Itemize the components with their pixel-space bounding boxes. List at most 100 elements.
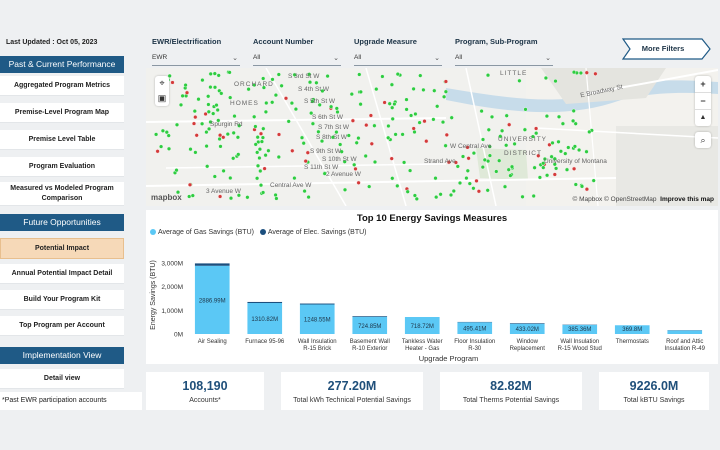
- legend-item-elec[interactable]: Average of Elec. Savings (BTU): [259, 229, 367, 236]
- premise-marker-green[interactable]: [292, 72, 297, 77]
- premise-marker-green[interactable]: [346, 133, 351, 138]
- premise-marker-green[interactable]: [253, 124, 258, 129]
- premise-marker-red[interactable]: [411, 126, 416, 131]
- premise-marker-green[interactable]: [260, 190, 266, 195]
- premise-marker-red[interactable]: [369, 141, 374, 146]
- nav-measured-vs-modeled[interactable]: Measured vs Modeled Program Comparison: [0, 182, 124, 206]
- premise-marker-green[interactable]: [266, 148, 271, 153]
- premise-marker-green[interactable]: [451, 188, 456, 194]
- premise-marker-green[interactable]: [211, 111, 216, 116]
- filter-select[interactable]: All ⌄: [455, 54, 553, 66]
- premise-marker-green[interactable]: [216, 118, 221, 123]
- premise-marker-green[interactable]: [273, 192, 278, 198]
- premise-marker-green[interactable]: [302, 188, 307, 194]
- premise-marker-green[interactable]: [573, 121, 578, 126]
- premise-marker-red[interactable]: [476, 189, 481, 194]
- premise-marker-green[interactable]: [541, 165, 546, 170]
- premise-marker-red[interactable]: [552, 172, 557, 177]
- premise-marker-green[interactable]: [411, 86, 416, 91]
- premise-marker-red[interactable]: [184, 90, 190, 95]
- premise-marker-green[interactable]: [552, 162, 557, 167]
- premise-marker-red[interactable]: [155, 149, 160, 154]
- premise-marker-green[interactable]: [566, 145, 571, 150]
- premise-marker-green[interactable]: [479, 108, 484, 114]
- premise-marker-green[interactable]: [541, 161, 546, 166]
- premise-marker-red[interactable]: [191, 121, 197, 126]
- premise-marker-green[interactable]: [591, 178, 596, 183]
- premise-marker-green[interactable]: [257, 147, 262, 152]
- filter-ewr-electrification[interactable]: EWR/Electrification EWR ⌄: [152, 37, 240, 66]
- premise-marker-green[interactable]: [231, 156, 236, 161]
- filter-account-number[interactable]: Account Number All ⌄: [253, 37, 341, 66]
- premise-marker-green[interactable]: [252, 114, 257, 119]
- premise-marker-green[interactable]: [183, 83, 188, 88]
- premise-marker-green[interactable]: [231, 130, 236, 135]
- nav-premise-level-table[interactable]: Premise Level Table: [0, 130, 124, 150]
- premise-marker-green[interactable]: [228, 196, 234, 201]
- premise-marker-green[interactable]: [412, 193, 417, 198]
- premise-marker-green[interactable]: [414, 196, 419, 201]
- premise-marker-green[interactable]: [395, 71, 400, 77]
- premise-marker-red[interactable]: [424, 139, 429, 144]
- premise-marker-green[interactable]: [556, 114, 562, 119]
- premise-marker-green[interactable]: [255, 135, 260, 140]
- premise-marker-green[interactable]: [522, 127, 527, 132]
- premise-marker-green[interactable]: [412, 129, 417, 135]
- zoom-in-button[interactable]: +: [700, 79, 706, 89]
- premise-marker-green[interactable]: [573, 182, 578, 187]
- premise-marker-green[interactable]: [390, 176, 395, 181]
- premise-marker-green[interactable]: [431, 117, 436, 122]
- bar-gas-savings[interactable]: [667, 330, 703, 334]
- nav-premise-level-program-map[interactable]: Premise-Level Program Map: [0, 103, 124, 123]
- premise-marker-green[interactable]: [193, 150, 198, 155]
- premise-marker-green[interactable]: [200, 78, 205, 83]
- premise-marker-green[interactable]: [320, 88, 325, 94]
- premise-marker-green[interactable]: [206, 102, 211, 107]
- filter-upgrade-measure[interactable]: Upgrade Measure All ⌄: [354, 37, 442, 66]
- premise-marker-green[interactable]: [457, 180, 463, 186]
- premise-marker-red[interactable]: [258, 131, 264, 136]
- premise-marker-green[interactable]: [309, 110, 314, 116]
- premise-marker-green[interactable]: [556, 139, 561, 144]
- filter-select[interactable]: EWR ⌄: [152, 54, 240, 66]
- premise-marker-green[interactable]: [214, 102, 219, 108]
- premise-marker-green[interactable]: [342, 159, 347, 164]
- premise-marker-red[interactable]: [584, 187, 589, 192]
- premise-marker-green[interactable]: [390, 105, 395, 110]
- premise-marker-green[interactable]: [254, 176, 260, 181]
- premise-marker-green[interactable]: [508, 173, 513, 178]
- premise-marker-green[interactable]: [217, 136, 222, 142]
- premise-marker-green[interactable]: [357, 72, 362, 77]
- premise-marker-green[interactable]: [486, 158, 491, 164]
- premise-marker-green[interactable]: [363, 153, 368, 159]
- bar-gas-savings[interactable]: [562, 324, 598, 334]
- premise-marker-green[interactable]: [316, 129, 321, 134]
- premise-marker-green[interactable]: [306, 195, 311, 200]
- premise-marker-red[interactable]: [290, 148, 295, 153]
- bar-gas-savings[interactable]: [509, 323, 545, 334]
- premise-marker-red[interactable]: [356, 180, 361, 185]
- premise-marker-green[interactable]: [166, 146, 172, 151]
- premise-marker-green[interactable]: [523, 107, 528, 112]
- premise-marker-green[interactable]: [560, 121, 565, 126]
- premise-marker-red[interactable]: [474, 178, 479, 183]
- premise-marker-green[interactable]: [552, 156, 557, 161]
- premise-marker-green[interactable]: [199, 121, 205, 126]
- premise-marker-red[interactable]: [422, 119, 427, 124]
- premise-marker-green[interactable]: [554, 166, 559, 171]
- premise-marker-green[interactable]: [558, 149, 563, 154]
- premise-marker-green[interactable]: [504, 143, 509, 148]
- premise-marker-green[interactable]: [329, 104, 334, 109]
- premise-marker-green[interactable]: [236, 152, 241, 157]
- nav-detail-view[interactable]: Detail view: [0, 369, 124, 389]
- premise-marker-green[interactable]: [408, 168, 413, 173]
- premise-marker-red[interactable]: [353, 166, 358, 171]
- premise-marker-green[interactable]: [219, 91, 224, 96]
- nav-program-evaluation[interactable]: Program Evaluation: [0, 157, 124, 177]
- premise-marker-green[interactable]: [237, 123, 242, 128]
- premise-marker-red[interactable]: [382, 100, 387, 105]
- premise-marker-green[interactable]: [504, 113, 509, 118]
- premise-marker-green[interactable]: [404, 97, 409, 102]
- premise-marker-green[interactable]: [338, 142, 343, 147]
- premise-marker-green[interactable]: [216, 73, 221, 78]
